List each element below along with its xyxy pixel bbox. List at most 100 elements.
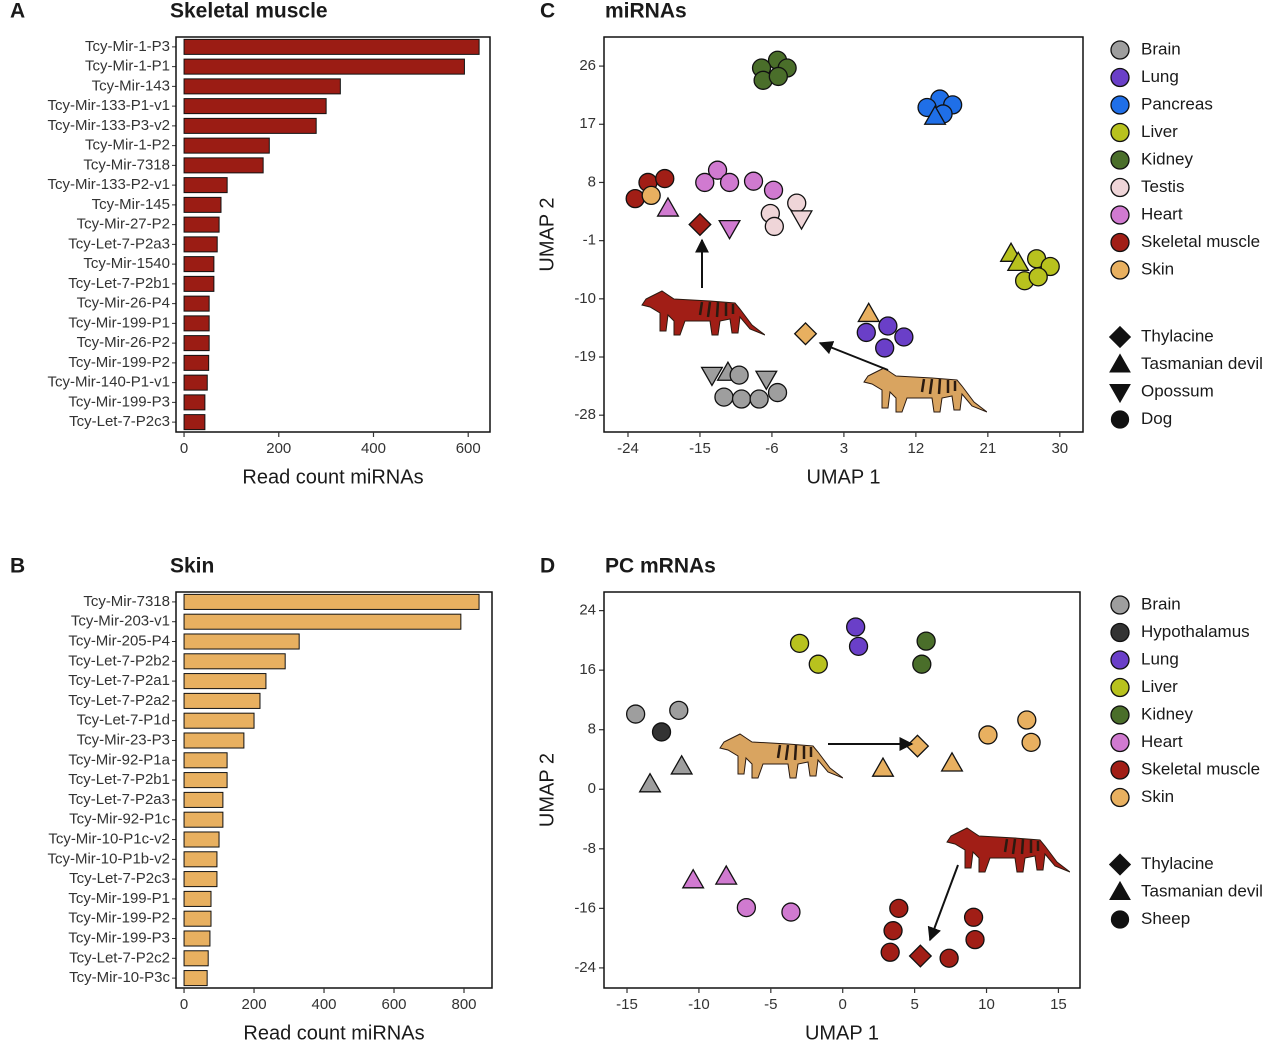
legend-label: Skin (1141, 787, 1174, 806)
point (670, 754, 694, 775)
y-tick-label: Tcy-Let-7-P1d (77, 712, 170, 729)
legend-swatch (1110, 150, 1130, 170)
point (656, 196, 680, 217)
x-tick-label: 3 (840, 440, 848, 457)
x-axis-label: UMAP 1 (806, 466, 880, 488)
legend-swatch (1110, 232, 1130, 253)
legend-label: Thylacine (1141, 854, 1214, 873)
x-tick-label: 600 (456, 440, 481, 457)
bar (183, 177, 228, 194)
bar (183, 236, 218, 253)
legend-shape (1108, 853, 1132, 876)
bar (183, 851, 218, 868)
bar (183, 752, 228, 769)
legend-swatch (1110, 705, 1130, 725)
bar (183, 633, 300, 650)
bar (183, 275, 215, 292)
y-tick-label: -28 (574, 406, 596, 423)
bar (183, 970, 208, 987)
panel-label: A (10, 0, 25, 23)
legend-label: Liver (1141, 122, 1178, 141)
x-tick-label: 0 (180, 996, 188, 1013)
legend-label: Skin (1141, 259, 1174, 278)
legend-label: Hypothalamus (1141, 622, 1250, 641)
bar (183, 256, 215, 273)
chart-title: Skeletal muscle (170, 0, 328, 23)
y-tick-label: Tcy-Mir-203-v1 (71, 613, 170, 630)
point (908, 944, 933, 968)
chart-title: miRNAs (605, 0, 687, 23)
plot-frame (175, 591, 493, 989)
point (729, 365, 749, 385)
legend-shape (1110, 910, 1130, 929)
bar (183, 712, 255, 729)
y-tick-label: Tcy-Let-7-P2c2 (69, 949, 170, 966)
bar (183, 772, 228, 789)
legend-shape (1109, 384, 1131, 404)
legend-label: Brain (1141, 594, 1181, 613)
bar (183, 831, 220, 848)
bar (183, 315, 210, 332)
point (731, 389, 752, 409)
point (754, 370, 778, 391)
point (681, 868, 705, 889)
point (625, 704, 646, 724)
bar (183, 78, 341, 95)
y-tick-label: 8 (588, 173, 596, 190)
y-tick-label: Tcy-Let-7-P2a3 (68, 235, 170, 252)
bar (183, 216, 220, 233)
legend-label: Opossum (1141, 381, 1214, 400)
x-tick-label: 400 (361, 440, 386, 457)
x-tick-label: 0 (839, 996, 847, 1013)
panel-label: C (540, 0, 555, 23)
legend-shape (1108, 325, 1132, 349)
y-tick-label: Tcy-Let-7-P2a1 (68, 672, 170, 689)
legend-label: Heart (1141, 732, 1183, 751)
point (669, 700, 689, 721)
point (625, 188, 645, 209)
legend-swatch (1110, 177, 1130, 198)
bar (183, 374, 208, 391)
y-tick-label: Tcy-Mir-1-P2 (85, 137, 170, 154)
y-tick-label: Tcy-Mir-199-P2 (68, 354, 170, 371)
y-tick-label: -19 (574, 348, 596, 365)
bar (183, 394, 206, 411)
y-tick-label: Tcy-Mir-10-P1b-v2 (47, 850, 170, 867)
point (965, 929, 985, 950)
x-tick-label: 800 (451, 996, 476, 1013)
legend-shape (1110, 410, 1130, 429)
legend-label: Heart (1141, 204, 1183, 223)
y-tick-label: -10 (574, 290, 596, 307)
x-tick-label: 15 (1050, 996, 1067, 1013)
y-tick-label: Tcy-Mir-7318 (83, 593, 170, 610)
x-axis-label: UMAP 1 (805, 1022, 879, 1044)
point (641, 185, 661, 206)
y-tick-label: Tcy-Mir-7318 (83, 156, 170, 173)
point (978, 725, 998, 745)
legend-label: Pancreas (1141, 94, 1213, 113)
point (889, 898, 909, 919)
bar (183, 732, 245, 749)
point (878, 316, 898, 336)
legend-label: Testis (1141, 177, 1184, 196)
x-tick-label: 400 (312, 996, 337, 1013)
panel-label: D (540, 555, 555, 578)
y-tick-label: Tcy-Mir-1-P3 (85, 38, 170, 55)
y-tick-label: Tcy-Mir-133-P2-v1 (47, 176, 170, 193)
legend-swatch (1110, 650, 1130, 670)
bar (183, 930, 211, 947)
point (707, 160, 728, 180)
y-tick-label: 16 (579, 661, 596, 678)
legend-swatch (1110, 260, 1130, 280)
y-tick-label: Tcy-Mir-145 (92, 196, 170, 213)
legend-label: Skeletal muscle (1141, 759, 1260, 778)
point (963, 907, 984, 927)
y-tick-label: Tcy-Mir-26-P4 (77, 295, 170, 312)
x-tick-label: -6 (765, 440, 778, 457)
x-tick-label: 5 (910, 996, 918, 1013)
point (764, 216, 784, 237)
arrow (927, 864, 959, 942)
bar (183, 157, 264, 174)
plot-frame (603, 591, 1081, 989)
